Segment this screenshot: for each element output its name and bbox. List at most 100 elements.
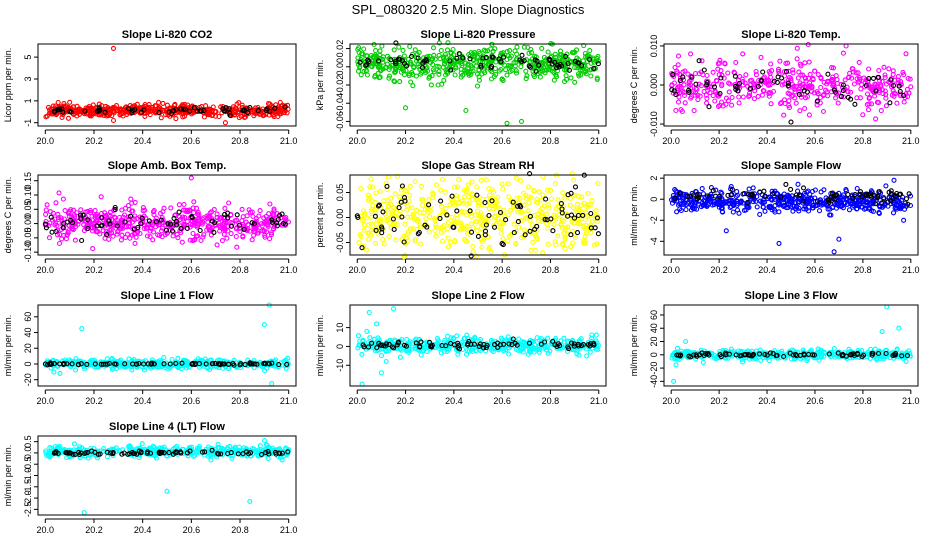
data-point-all: [567, 202, 573, 208]
data-point-all: [188, 175, 194, 181]
data-point-all: [682, 68, 688, 74]
data-point-all: [562, 67, 568, 73]
data-point-selected: [242, 362, 248, 368]
data-point-all: [802, 105, 808, 112]
data-point-selected: [552, 59, 558, 65]
data-point-all: [378, 67, 384, 73]
data-point-selected: [553, 65, 560, 71]
data-point-selected: [747, 85, 754, 92]
data-point-selected: [44, 362, 51, 368]
data-point-all: [736, 94, 742, 100]
data-point-all: [721, 75, 727, 81]
plot-frame: [37, 304, 297, 387]
data-point-selected: [474, 192, 480, 198]
data-point-all: [718, 189, 724, 195]
data-point-all: [574, 201, 581, 207]
data-point-selected: [443, 343, 449, 349]
data-point-all: [378, 370, 384, 376]
x-tick-label: 20.2: [397, 265, 415, 275]
data-point-selected: [591, 65, 597, 71]
data-point-all: [427, 53, 433, 59]
data-point-all: [62, 207, 68, 214]
data-point-selected: [94, 108, 100, 114]
data-point-all: [190, 205, 196, 211]
data-point-all: [807, 80, 813, 86]
data-point-all: [417, 224, 424, 230]
data-point-selected: [139, 215, 145, 221]
data-point-all: [267, 236, 273, 242]
x-tick-label: 20.0: [348, 265, 366, 275]
data-point-all: [747, 93, 753, 99]
data-point-selected: [141, 107, 147, 113]
x-tick-label: 20.0: [37, 265, 55, 275]
data-point-all: [683, 207, 689, 213]
data-point-all: [540, 250, 546, 256]
y-tick-label: 0: [649, 352, 659, 357]
data-point-all: [682, 100, 688, 106]
data-point-selected: [701, 67, 707, 73]
data-point-all: [568, 244, 574, 250]
data-point-selected: [171, 215, 177, 221]
data-point-selected: [482, 200, 488, 206]
y-axis-label: ml/min per min.: [3, 315, 13, 377]
data-point-selected: [571, 341, 577, 347]
x-tick-label: 20.0: [348, 396, 366, 406]
data-point-all: [482, 219, 488, 225]
data-point-selected: [796, 91, 802, 98]
y-tick-label: 0: [23, 361, 33, 366]
data-point-all: [585, 191, 591, 197]
data-points: [355, 40, 601, 126]
x-tick-label: 20.2: [85, 396, 103, 406]
x-tick-label: 21.0: [902, 265, 920, 275]
data-point-all: [398, 69, 404, 75]
data-point-all: [798, 63, 804, 69]
data-point-all: [379, 43, 385, 49]
data-point-all: [271, 226, 277, 232]
data-point-selected: [376, 202, 382, 208]
data-point-all: [562, 246, 568, 252]
data-point-all: [368, 176, 374, 182]
data-point-all: [489, 186, 495, 193]
data-point-all: [506, 351, 512, 357]
data-point-selected: [75, 362, 82, 368]
x-tick-label: 20.8: [542, 265, 560, 275]
data-point-all: [595, 346, 601, 353]
x-tick-label: 20.6: [493, 396, 511, 406]
data-point-all: [674, 68, 680, 74]
data-point-all: [226, 364, 232, 370]
data-point-all: [876, 210, 882, 216]
data-point-all: [142, 207, 148, 213]
data-point-selected: [112, 207, 118, 213]
data-point-selected: [420, 60, 426, 66]
data-point-all: [898, 206, 904, 212]
data-point-all: [830, 74, 836, 80]
data-point-all: [727, 81, 733, 87]
data-point-all: [696, 81, 702, 87]
data-point-all: [584, 201, 590, 208]
data-point-selected: [173, 360, 179, 366]
data-point-all: [881, 64, 887, 70]
data-point-selected: [875, 74, 881, 80]
data-point-all: [119, 232, 125, 238]
data-point-selected: [489, 54, 495, 60]
data-point-all: [895, 77, 901, 83]
data-point-selected: [741, 191, 747, 197]
data-point-all: [683, 348, 689, 354]
data-point-all: [890, 88, 896, 94]
data-point-selected: [481, 345, 487, 351]
y-tick-label: 0.00: [335, 209, 345, 227]
data-point-all: [723, 200, 729, 206]
data-point-all: [384, 186, 390, 193]
data-point-selected: [158, 217, 164, 223]
data-point-all: [531, 338, 537, 344]
data-point-all: [417, 222, 423, 228]
data-point-selected: [191, 105, 197, 111]
data-point-selected: [796, 192, 803, 198]
data-point-selected: [82, 108, 88, 114]
data-point-selected: [832, 89, 839, 95]
data-point-all: [386, 348, 392, 354]
data-point-selected: [555, 341, 561, 347]
data-point-selected: [710, 188, 716, 194]
data-point-all: [204, 213, 210, 219]
data-point-all: [473, 253, 479, 259]
